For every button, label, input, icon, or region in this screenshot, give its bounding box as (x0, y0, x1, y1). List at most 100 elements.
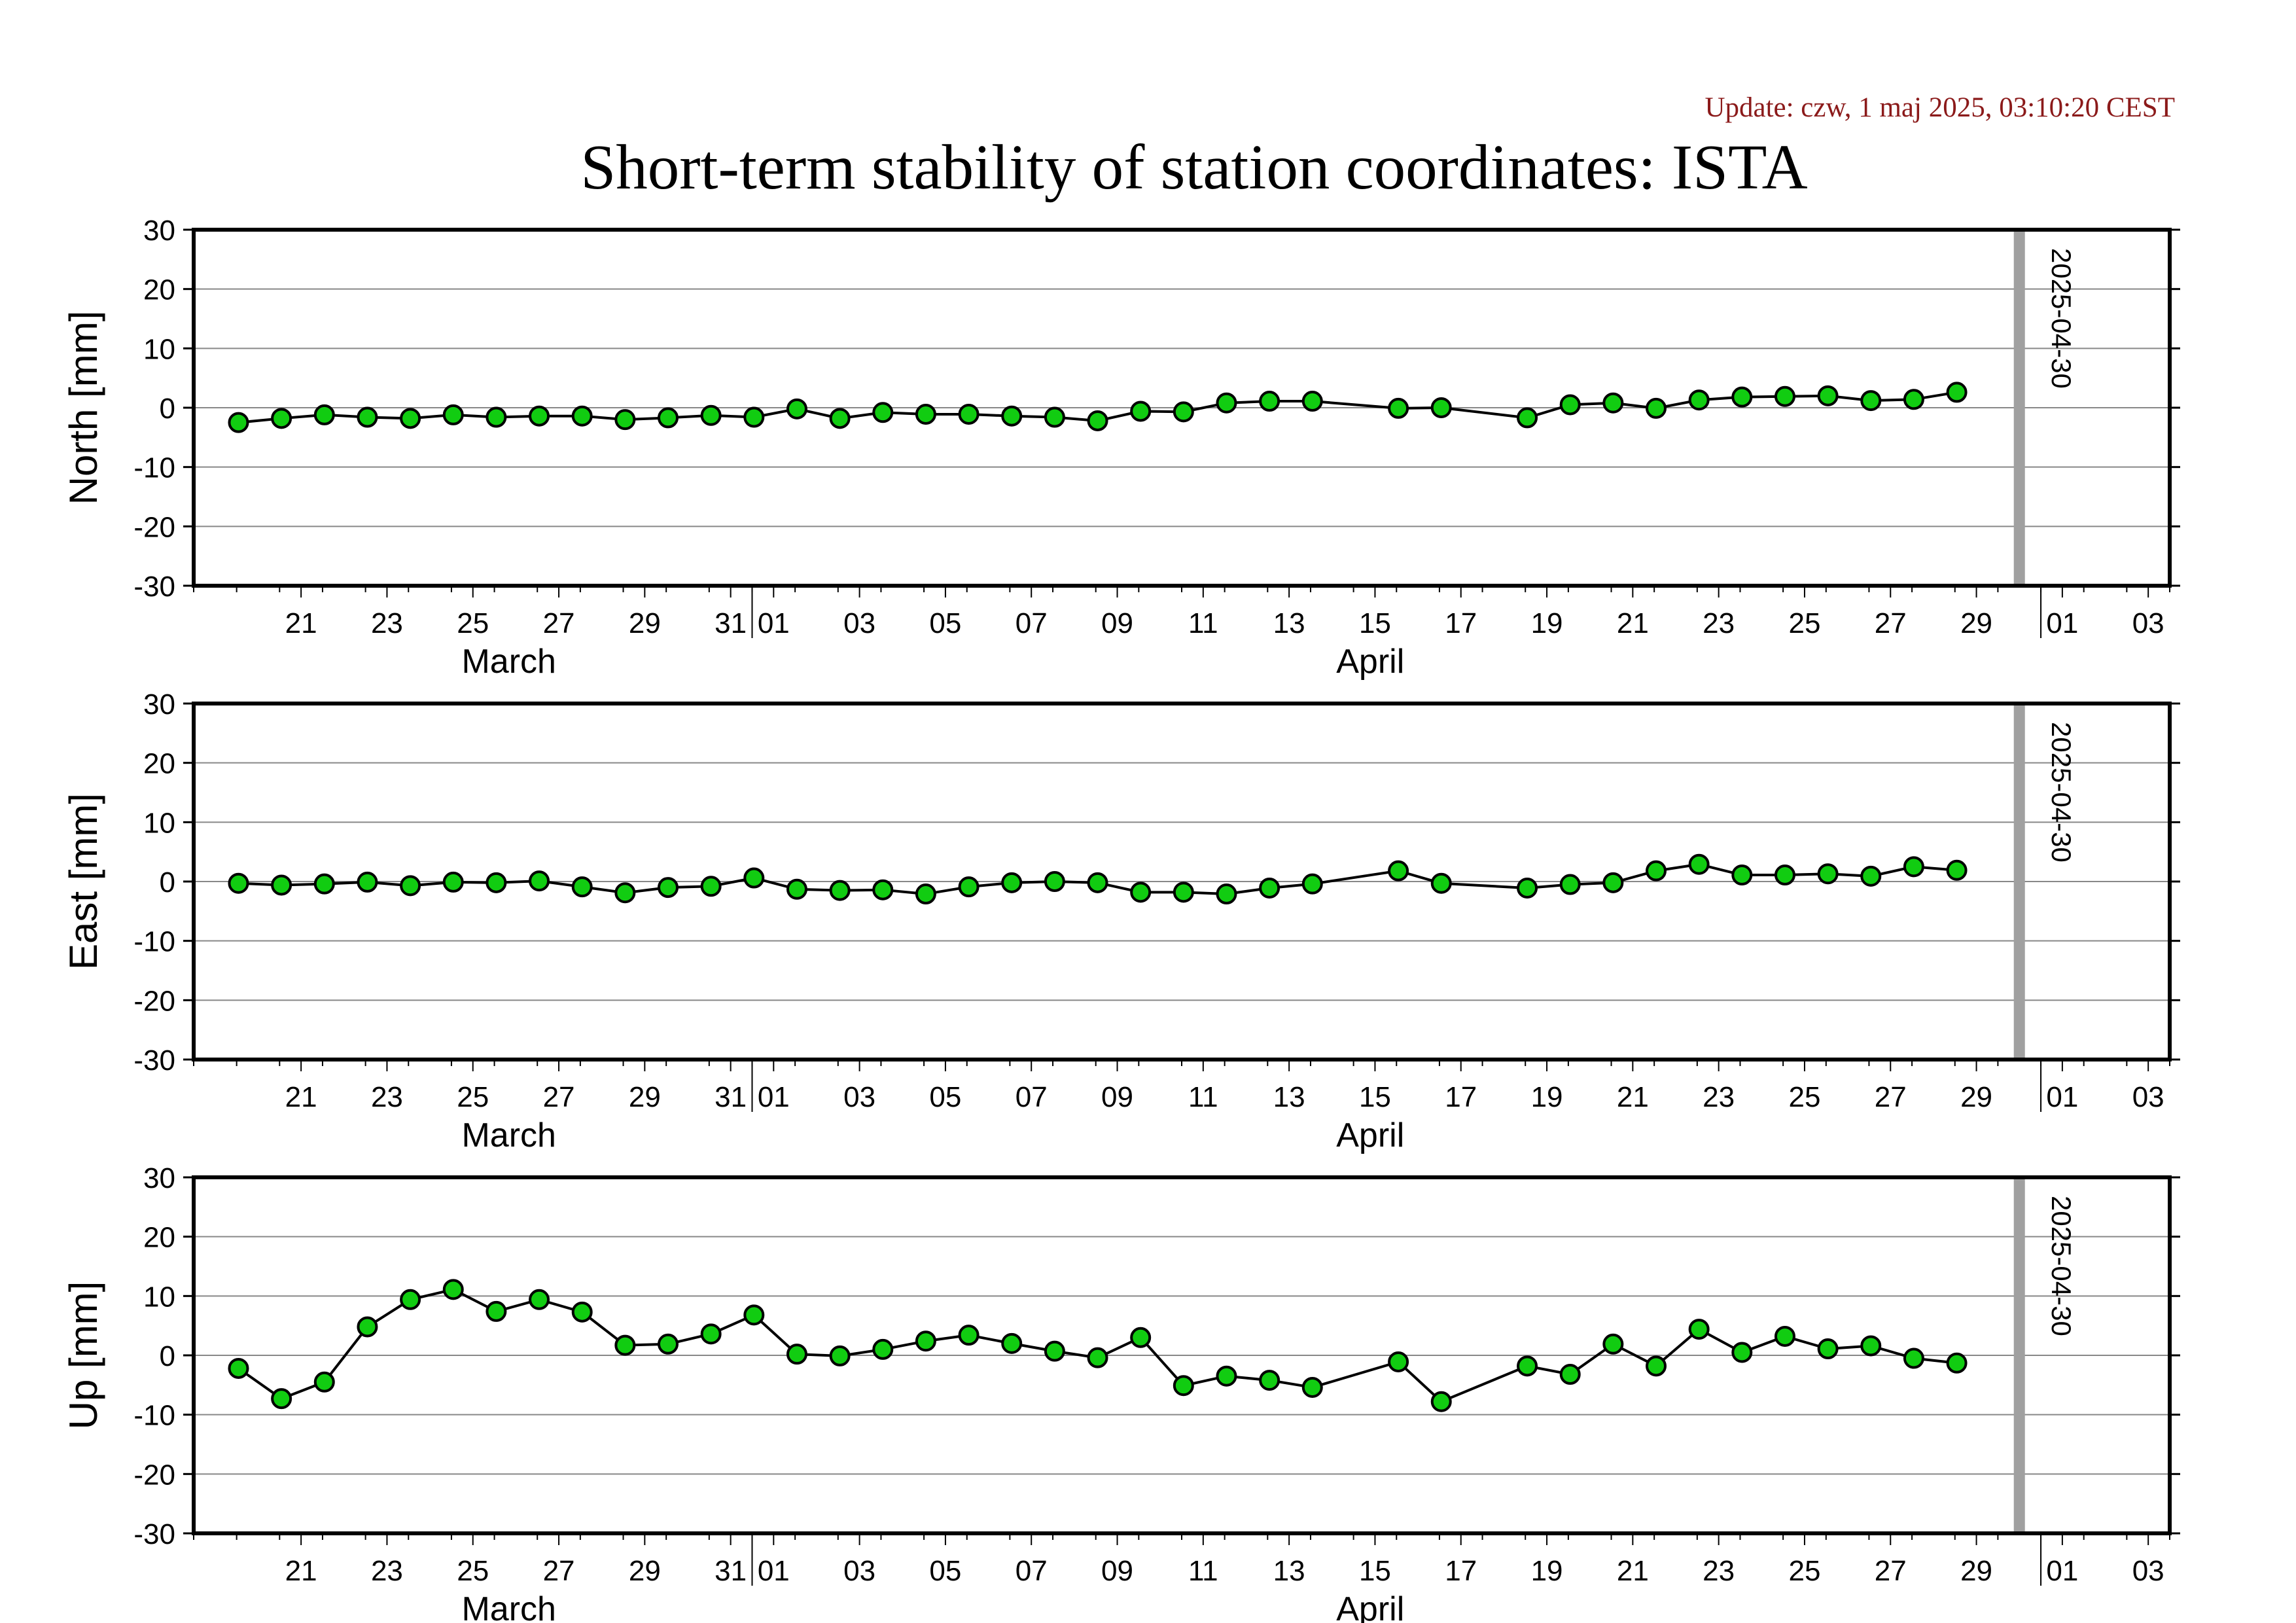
data-point (1646, 1355, 1667, 1377)
data-point (1301, 1376, 1323, 1398)
data-point (1817, 863, 1839, 885)
data-point (442, 404, 464, 425)
data-point (357, 871, 378, 893)
data-point (829, 408, 851, 429)
y-tick-label: 10 (143, 333, 175, 365)
data-point (271, 874, 292, 896)
x-tick-label: 13 (1273, 1555, 1305, 1587)
x-tick-label: 11 (1188, 1081, 1218, 1113)
data-point (1517, 407, 1538, 429)
x-tick-label: 19 (1531, 1081, 1563, 1113)
y-tick-label: 30 (143, 1162, 175, 1194)
data-point (614, 1334, 636, 1356)
data-point (958, 1325, 980, 1346)
x-tick-label: 15 (1359, 607, 1391, 639)
x-tick-label: 25 (1788, 1555, 1820, 1587)
data-point (786, 398, 807, 419)
data-point (1646, 860, 1667, 882)
data-point (786, 1344, 807, 1365)
data-point (1216, 392, 1237, 414)
data-point (1903, 1347, 1924, 1369)
x-tick-label: 27 (543, 1081, 575, 1113)
data-point (1388, 397, 1409, 419)
x-tick-label: 05 (929, 1555, 961, 1587)
data-point (571, 876, 593, 898)
x-tick-label: 03 (843, 1081, 875, 1113)
data-point (1860, 1335, 1882, 1357)
x-tick-label: 09 (1101, 1555, 1133, 1587)
current-date-label: 2025-04-30 (2046, 1196, 2077, 1336)
y-tick-label: -30 (133, 1518, 175, 1550)
data-point (529, 1289, 550, 1310)
data-point (1173, 401, 1194, 423)
x-tick-label: 21 (285, 607, 317, 639)
y-tick-label: -10 (133, 1400, 175, 1432)
data-point (1559, 394, 1581, 416)
x-tick-label: 07 (1016, 1555, 1048, 1587)
data-point (1430, 1391, 1452, 1412)
y-tick-label: 10 (143, 807, 175, 839)
data-point (658, 877, 679, 899)
y-tick-label: 0 (160, 866, 175, 899)
month-label: April (1336, 1590, 1404, 1623)
x-tick-label: 23 (371, 607, 403, 639)
x-tick-label: 13 (1273, 1081, 1305, 1113)
x-tick-label: 03 (843, 607, 875, 639)
data-point (1946, 859, 1968, 881)
x-tick-label: 03 (2132, 607, 2164, 639)
x-tick-label: 31 (715, 1081, 747, 1113)
data-point (486, 872, 507, 893)
data-point (442, 871, 464, 893)
data-point (743, 406, 765, 428)
plot-frame (192, 228, 2172, 588)
data-point (1774, 865, 1795, 886)
data-point (400, 408, 421, 429)
data-point (1559, 1364, 1581, 1385)
x-tick-label: 23 (1703, 1081, 1735, 1113)
x-tick-label: 15 (1359, 1081, 1391, 1113)
x-tick-label: 25 (1788, 607, 1820, 639)
x-tick-label: 29 (1960, 1081, 1992, 1113)
data-point (271, 408, 292, 429)
x-tick-label: 25 (457, 607, 489, 639)
data-point (915, 403, 936, 425)
x-tick-label: 29 (1960, 1555, 1992, 1587)
data-point (1817, 385, 1839, 406)
panel-0: 2025-04-30 30 20 10 0 -10 -20 -30 North [mm] 21 23… (62, 215, 2180, 681)
data-point (1044, 871, 1065, 892)
x-tick-label: 11 (1188, 607, 1218, 639)
data-point (872, 1338, 894, 1360)
x-tick-label: 01 (2046, 607, 2078, 639)
data-point (1259, 877, 1280, 899)
data-point (313, 873, 335, 895)
x-tick-label: 21 (1617, 1555, 1649, 1587)
data-point (486, 406, 507, 428)
x-tick-label: 01 (2046, 1555, 2078, 1587)
data-point (1301, 391, 1323, 412)
x-tick-label: 13 (1273, 607, 1305, 639)
data-point (1087, 410, 1108, 431)
x-tick-label: 17 (1445, 607, 1477, 639)
data-point (442, 1279, 464, 1300)
data-point (313, 404, 335, 425)
data-point (1130, 1327, 1152, 1348)
y-axis-label: East [mm] (62, 793, 105, 970)
data-point (1860, 390, 1882, 412)
data-point (829, 1345, 851, 1366)
x-tick-label: 01 (758, 1081, 790, 1113)
x-tick-label: 03 (2132, 1081, 2164, 1113)
data-point (529, 405, 550, 427)
data-point (1001, 1332, 1023, 1354)
data-point (1731, 865, 1753, 886)
current-date-label: 2025-04-30 (2046, 248, 2077, 389)
data-point (700, 876, 722, 897)
data-point (1388, 1351, 1409, 1372)
data-point (1087, 1347, 1108, 1368)
data-point (658, 1333, 679, 1355)
x-tick-label: 01 (758, 1555, 790, 1587)
data-point (700, 1323, 722, 1345)
data-point (571, 1301, 593, 1323)
data-point (1173, 1375, 1194, 1397)
data-point (400, 875, 421, 897)
